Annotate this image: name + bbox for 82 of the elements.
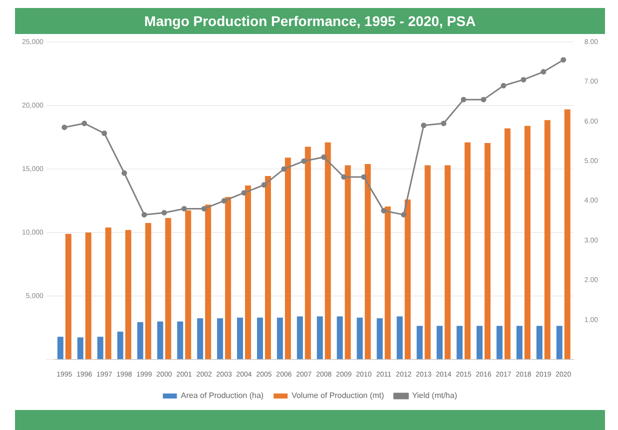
point: [520, 76, 526, 82]
bar: [117, 332, 124, 360]
bar: [276, 318, 283, 360]
point: [540, 69, 546, 75]
chart-title: Mango Production Performance, 1995 - 2020, PSA: [15, 8, 605, 34]
bar: [205, 204, 212, 360]
point: [281, 166, 287, 172]
point: [181, 206, 187, 212]
legend-label: Area of Production (ha): [180, 391, 264, 400]
bar: [225, 196, 232, 360]
point: [440, 120, 446, 126]
bar: [436, 326, 443, 360]
legend-label: Yield (mt/ha): [412, 391, 458, 400]
point: [141, 212, 147, 218]
point: [361, 174, 367, 180]
bar: [105, 227, 112, 360]
bar: [424, 165, 431, 360]
bar: [145, 223, 152, 360]
point: [62, 124, 68, 130]
bar: [456, 326, 463, 360]
bar: [137, 322, 144, 360]
point: [480, 96, 486, 102]
bar: [564, 109, 570, 360]
bar: [536, 326, 542, 360]
bar: [336, 316, 343, 360]
point: [161, 210, 167, 216]
point: [460, 96, 466, 102]
bar: [157, 321, 164, 360]
point: [321, 154, 327, 160]
bar: [384, 206, 391, 360]
bar: [296, 316, 303, 360]
bar: [464, 142, 471, 360]
point: [201, 206, 207, 212]
bar: [264, 176, 271, 360]
bar: [304, 146, 311, 360]
bar: [284, 158, 291, 360]
bar: [376, 318, 383, 360]
point: [82, 120, 88, 126]
bar: [556, 326, 562, 360]
bar: [125, 230, 132, 360]
bar: [524, 126, 530, 360]
bar: [516, 326, 522, 360]
point: [221, 198, 227, 204]
bar: [344, 165, 351, 360]
bar: [544, 120, 550, 360]
bar: [57, 336, 64, 360]
bar: [504, 128, 510, 360]
bar: [444, 165, 451, 360]
bar: [85, 232, 92, 360]
point: [500, 82, 506, 88]
bar: [476, 326, 483, 360]
bar: [65, 234, 72, 360]
point: [102, 130, 108, 136]
bar: [316, 316, 323, 360]
bar: [257, 318, 263, 360]
point: [341, 174, 347, 180]
bar: [197, 318, 204, 360]
bar: [165, 218, 172, 360]
bar: [496, 326, 503, 360]
bar: [484, 142, 491, 360]
bar: [185, 210, 192, 360]
bar: [396, 316, 403, 360]
point: [261, 182, 267, 188]
point: [241, 190, 247, 196]
bar: [245, 186, 252, 360]
point: [560, 57, 566, 63]
point: [301, 158, 307, 164]
bar: [177, 321, 184, 360]
bar: [97, 336, 104, 360]
point: [122, 170, 128, 176]
bar: [364, 164, 371, 360]
bar: [416, 326, 423, 360]
bar: [77, 337, 84, 360]
point: [420, 122, 426, 128]
bar: [356, 318, 363, 360]
bar: [324, 142, 331, 360]
point: [400, 212, 406, 218]
bar: [237, 318, 244, 360]
bar: [404, 200, 411, 360]
point: [381, 208, 387, 214]
legend-label: Volume of Production (mt): [292, 391, 384, 400]
bar: [217, 318, 224, 360]
